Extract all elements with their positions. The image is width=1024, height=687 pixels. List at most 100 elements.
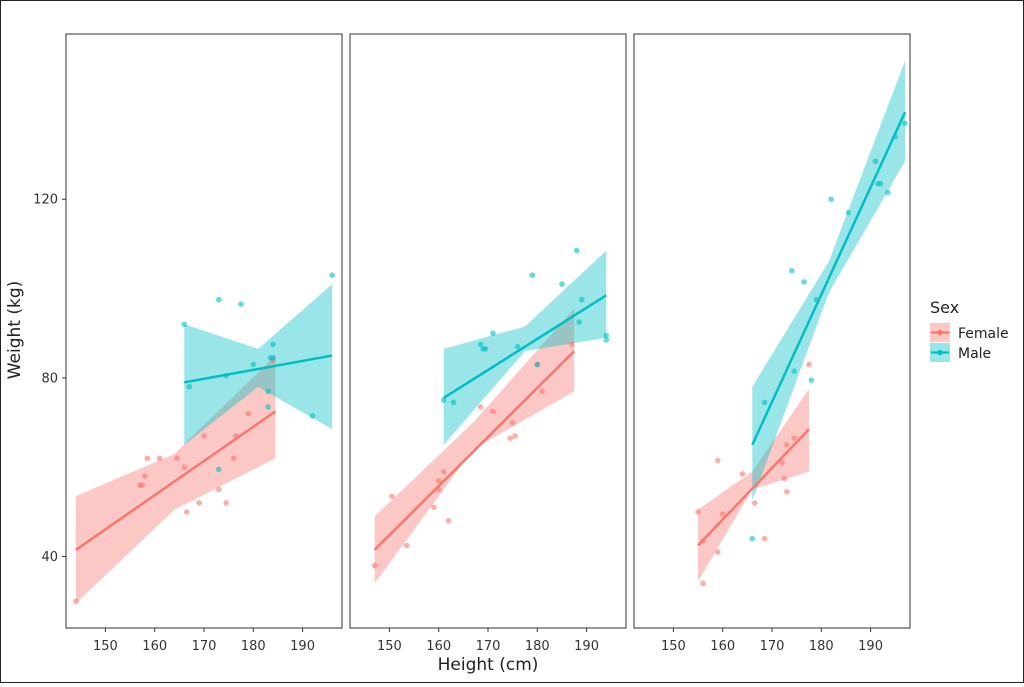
legend-key-point: [937, 329, 943, 336]
data-point-male: [578, 296, 585, 303]
data-point-female: [73, 598, 79, 605]
data-point-female: [477, 404, 484, 410]
data-point-female: [201, 433, 207, 439]
data-point-female: [507, 435, 513, 441]
data-point-female: [783, 442, 790, 448]
data-point-male: [250, 361, 257, 368]
data-point-female: [181, 464, 188, 471]
x-tick-label: 190: [574, 639, 599, 654]
panel-a: 150 160 170 180 190 40 80 120: [33, 33, 343, 654]
x-tick-label: 170: [476, 639, 501, 654]
data-point-female: [806, 361, 812, 368]
data-point-male: [529, 272, 536, 278]
data-point-female: [435, 477, 442, 484]
legend-entries: Female Male: [930, 323, 1009, 362]
x-tick-label: 150: [661, 639, 686, 654]
data-point-male: [885, 189, 891, 196]
data-point-male: [801, 279, 807, 285]
x-tick-label: 150: [93, 639, 118, 654]
legend-entry-male: Male: [930, 343, 991, 362]
data-point-male: [603, 332, 610, 339]
data-point-female: [779, 459, 785, 466]
data-point-male: [788, 267, 795, 274]
x-tick-label: 180: [241, 639, 266, 654]
data-point-female: [714, 457, 721, 464]
data-point-male: [749, 535, 756, 542]
x-tick-label: 160: [710, 639, 735, 654]
panel-b: 150 160 170 180 190: [349, 33, 627, 654]
data-point-female: [440, 468, 447, 475]
data-point-male: [576, 319, 582, 325]
y-tick-label: 40: [41, 550, 58, 565]
panel-c: 150 160 170 180 190: [633, 33, 911, 654]
data-point-male: [186, 384, 193, 390]
x-tick-label: 180: [809, 639, 834, 654]
data-point-female: [512, 433, 518, 439]
data-point-male: [215, 296, 222, 303]
data-point-female: [751, 500, 758, 506]
data-point-female: [568, 341, 575, 348]
data-point-female: [245, 410, 252, 417]
data-point-female: [430, 504, 437, 511]
data-point-male: [872, 158, 879, 165]
data-point-male: [329, 272, 335, 278]
x-tick-label: 170: [760, 639, 785, 654]
trend-line-male: [442, 294, 607, 400]
legend: Sex Female Male: [930, 298, 1009, 362]
data-point-female: [739, 471, 746, 477]
data-point-male: [238, 301, 244, 308]
data-point-male: [482, 346, 489, 352]
trend-line-female: [697, 428, 810, 547]
data-point-female: [230, 455, 237, 462]
data-point-female: [719, 511, 726, 517]
y-tick-label: 80: [41, 371, 58, 386]
data-point-female: [139, 482, 146, 488]
trend-line-female: [373, 350, 576, 551]
data-point-male: [559, 281, 565, 287]
x-tick-label: 160: [426, 639, 451, 654]
data-point-female: [196, 500, 202, 506]
confidence-band-male: [184, 284, 333, 445]
y-axis-title: Weight (kg): [5, 281, 25, 380]
x-tick-label: 180: [525, 639, 550, 654]
legend-label-female: Female: [958, 326, 1009, 342]
data-point-male: [573, 247, 580, 254]
data-point-male: [828, 196, 834, 203]
data-point-female: [371, 562, 378, 569]
x-tick-label: 170: [192, 639, 217, 654]
data-point-male: [902, 120, 908, 127]
data-point-female: [509, 419, 516, 426]
data-point-female: [714, 549, 721, 555]
legend-label-male: Male: [958, 346, 991, 362]
data-point-female: [215, 486, 222, 493]
data-point-female: [183, 509, 190, 515]
trend-line-male: [184, 354, 333, 384]
data-point-male: [440, 397, 447, 404]
data-point-male: [791, 368, 797, 374]
confidence-band-female: [698, 389, 809, 582]
x-tick-label: 160: [142, 639, 167, 654]
data-point-female: [156, 455, 163, 462]
data-point-male: [761, 399, 768, 406]
x-tick-label: 150: [377, 639, 402, 654]
data-point-male: [514, 343, 521, 350]
data-point-male: [877, 180, 884, 187]
data-point-female: [791, 435, 797, 441]
y-tick-label: 120: [33, 193, 58, 208]
x-axis-title: Height (cm): [438, 655, 539, 675]
data-point-male: [603, 337, 610, 343]
data-point-female: [695, 509, 701, 515]
data-point-male: [265, 404, 271, 410]
data-point-male: [215, 466, 222, 473]
legend-entry-female: Female: [930, 323, 1009, 342]
data-point-female: [781, 475, 788, 482]
data-point-female: [445, 518, 452, 524]
data-point-female: [783, 488, 790, 495]
data-point-male: [534, 361, 541, 368]
data-point-male: [181, 321, 188, 328]
x-tick-label: 190: [858, 639, 883, 654]
data-point-female: [539, 388, 546, 395]
